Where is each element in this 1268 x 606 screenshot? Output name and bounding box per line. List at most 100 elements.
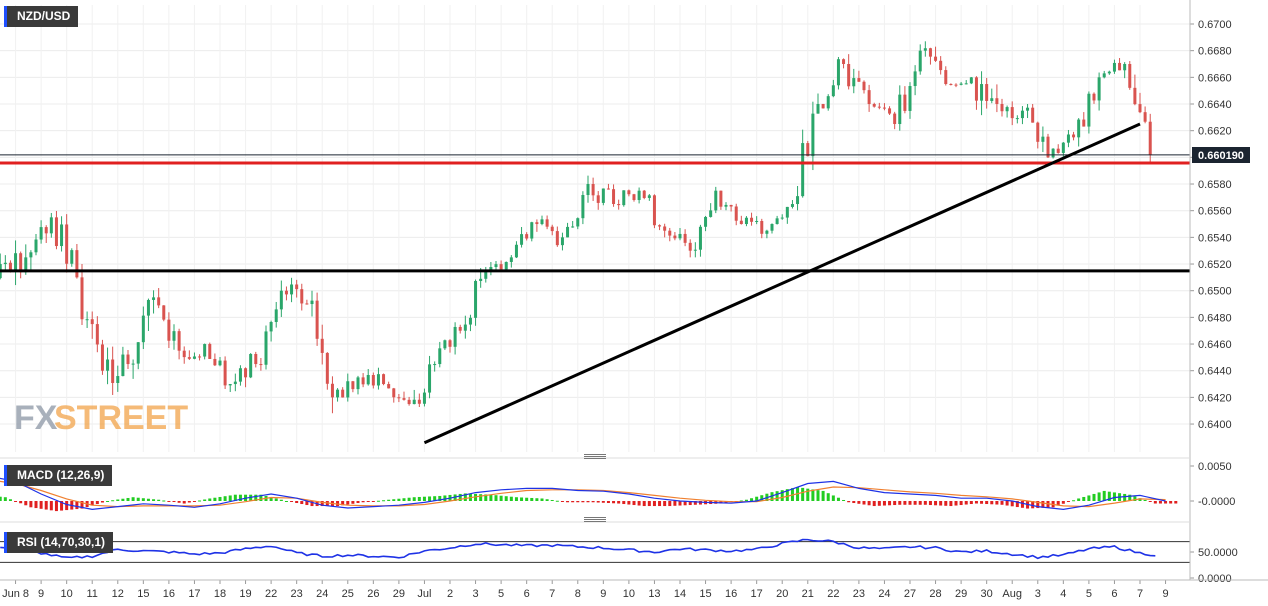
candle-body: [673, 235, 677, 239]
candle-body: [862, 81, 866, 91]
candle-body: [320, 338, 324, 353]
date-tick-label: 3: [1035, 588, 1041, 600]
last-price-tag-bg: [1192, 147, 1250, 163]
candle-body: [934, 56, 938, 61]
date-tick-label: 17: [188, 588, 200, 600]
pane-resize-handle-macd[interactable]: [584, 453, 606, 460]
candle-body: [612, 189, 616, 205]
macd-hist-bar: [882, 501, 886, 506]
macd-hist-bar: [24, 501, 28, 506]
candle-body: [566, 226, 570, 238]
candle-body: [198, 356, 202, 358]
date-tick-label: 30: [981, 588, 993, 600]
candle-body: [688, 242, 692, 251]
candle-body: [187, 357, 191, 359]
date-tick-label: 23: [853, 588, 865, 600]
price-tick-label: 0.6660: [1198, 72, 1232, 84]
candle-body: [49, 217, 53, 234]
macd-hist-bar: [591, 501, 595, 503]
macd-hist-bar: [698, 501, 702, 505]
candle-body: [417, 399, 421, 404]
macd-hist-bar: [233, 494, 237, 501]
macd-hist-bar: [274, 498, 278, 501]
date-tick-label: 16: [725, 588, 737, 600]
candle-body: [581, 195, 585, 219]
macd-hist-bar: [586, 501, 590, 503]
candle-body: [1107, 71, 1111, 74]
candle-body: [1092, 93, 1096, 101]
candle-body: [100, 344, 104, 371]
price-tick-label: 0.6520: [1198, 259, 1232, 271]
date-tick-label: 3: [472, 588, 478, 600]
candle-body: [683, 233, 687, 243]
date-axis: Jun 8 9 10 11 12 15 16 17 18 19 22 23 24 25 26 29 Jul 2 3 5…: [2, 580, 1169, 600]
macd-hist-bar: [320, 501, 324, 507]
rsi-label: RSI (14,70,30,1): [4, 532, 114, 553]
candle-body: [796, 196, 800, 205]
candle-body: [1118, 62, 1122, 71]
candle-body: [591, 184, 595, 196]
candle-body: [770, 223, 774, 231]
candle-body: [1112, 62, 1116, 72]
macd-hist-bar: [238, 494, 242, 501]
date-tick-label: 25: [342, 588, 354, 600]
candle-body: [448, 340, 452, 347]
candle-body: [228, 384, 232, 386]
candle-body: [750, 217, 754, 222]
macd-hist-bar: [678, 501, 682, 506]
candle-body: [744, 217, 748, 225]
macd-hist-bar: [1041, 501, 1045, 508]
candle-body: [203, 344, 207, 357]
macd-hist-bar: [305, 501, 309, 506]
macd-hist-bar: [857, 501, 861, 504]
candle-body: [918, 50, 922, 72]
macd-hist-bar: [453, 494, 457, 501]
candle-body: [422, 392, 426, 404]
macd-hist-bar: [1036, 501, 1040, 509]
candle-body: [704, 216, 708, 227]
macd-hist-bar: [852, 501, 856, 504]
price-tick-label: 0.6500: [1198, 286, 1232, 298]
pane-resize-handle-rsi[interactable]: [584, 516, 606, 523]
price-tick-label: 0.6420: [1198, 392, 1232, 404]
macd-hist-bar: [1005, 501, 1009, 506]
macd-hist-bar: [1143, 499, 1147, 501]
candle-body: [1051, 148, 1055, 158]
macd-hist-bar: [223, 496, 227, 501]
macd-hist-bar: [560, 501, 564, 502]
candle-body: [693, 249, 697, 251]
macd-hist-bar: [1092, 493, 1096, 501]
candle-body: [1041, 136, 1045, 142]
macd-hist-bar: [479, 494, 483, 501]
macd-hist-bar: [269, 497, 273, 501]
candle-body: [888, 108, 892, 114]
candle-body: [739, 220, 743, 225]
macd-hist-bar: [182, 501, 186, 504]
candle-body: [223, 360, 227, 386]
date-tick-label: 20: [776, 588, 788, 600]
candle-body: [714, 190, 718, 211]
date-tick-label: 24: [878, 588, 890, 600]
macd-hist-bar: [402, 498, 406, 501]
macd-hist-bar: [438, 495, 442, 501]
macd-hist-bar: [1082, 496, 1086, 501]
candle-body: [969, 77, 973, 84]
macd-hist-bar: [540, 498, 544, 501]
macd-hist-bar: [1133, 496, 1137, 501]
candle-body: [1066, 134, 1070, 143]
candle-body: [1046, 136, 1050, 158]
macd-hist-bar: [382, 500, 386, 502]
candle-body: [1097, 77, 1101, 101]
candle-body: [627, 190, 631, 195]
level-lines: [0, 122, 1190, 445]
candle-body: [80, 277, 84, 320]
macd-hist-bar: [387, 499, 391, 501]
candle-body: [974, 77, 978, 101]
macd-hist-bar: [279, 499, 283, 501]
candle-body: [872, 104, 876, 107]
macd-hist-bar: [1097, 492, 1101, 501]
date-tick-label: 9: [1162, 588, 1168, 600]
date-tick-label: Aug: [1002, 588, 1022, 600]
candle-body: [428, 364, 432, 393]
